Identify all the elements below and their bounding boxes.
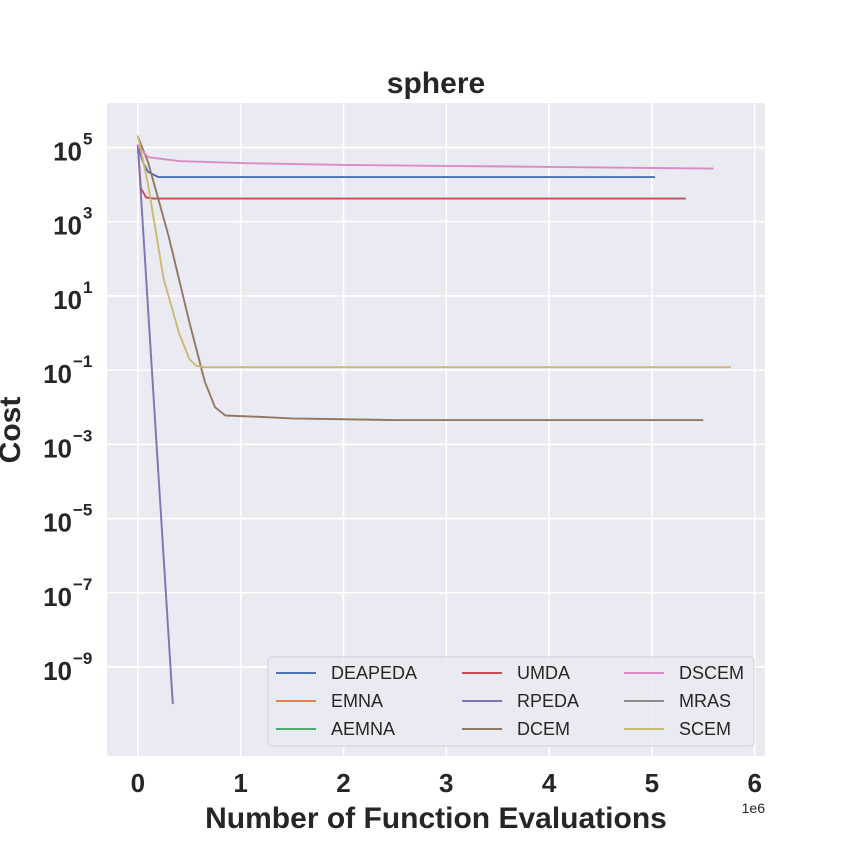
x-tick-label: 0 xyxy=(131,768,145,798)
legend-label: DCEM xyxy=(517,719,570,739)
x-tick-label: 2 xyxy=(336,768,350,798)
legend-label: DEAPEDA xyxy=(331,663,417,683)
legend-item: UMDA xyxy=(462,663,570,683)
y-tick-base: 10 xyxy=(53,211,82,241)
legend-label: UMDA xyxy=(517,663,570,683)
legend-item: DEAPEDA xyxy=(276,663,417,683)
y-tick-base: 10 xyxy=(43,508,72,538)
x-tick-label: 1 xyxy=(233,768,247,798)
series-line-rpeda xyxy=(136,144,174,705)
y-tick-label: 10 −7 xyxy=(43,575,92,612)
legend-item: DSCEM xyxy=(624,663,744,683)
series-line-scem xyxy=(136,135,732,369)
y-tick-label: 10 1 xyxy=(53,278,92,315)
legend-item: EMNA xyxy=(276,691,383,711)
series-line-deapeda xyxy=(136,145,655,179)
y-tick-label: 10 −9 xyxy=(43,649,92,686)
y-tick-exponent: −9 xyxy=(73,649,92,668)
y-tick-base: 10 xyxy=(43,582,72,612)
x-tick-label: 4 xyxy=(542,768,557,798)
x-tick-label: 5 xyxy=(645,768,659,798)
y-tick-label: 10 −3 xyxy=(43,426,92,463)
x-tick-label: 3 xyxy=(439,768,453,798)
legend-label: AEMNA xyxy=(331,719,395,739)
y-tick-exponent: 1 xyxy=(83,278,92,297)
legend-item: DCEM xyxy=(462,719,570,739)
series-line-dcem xyxy=(136,136,704,422)
plot-background xyxy=(107,103,765,756)
legend: DEAPEDA EMNA AEMNA UMDA RPEDA DCEM DSCEM MRAS SC… xyxy=(267,656,755,747)
y-tick-base: 10 xyxy=(43,433,72,463)
legend-label: EMNA xyxy=(331,691,383,711)
y-tick-base: 10 xyxy=(43,656,72,686)
legend-item: MRAS xyxy=(624,691,731,711)
legend-label: SCEM xyxy=(679,719,731,739)
legend-label: MRAS xyxy=(679,691,731,711)
chart-title: sphere xyxy=(387,67,485,100)
y-tick-label: 10 3 xyxy=(53,204,92,241)
y-tick-exponent: −7 xyxy=(73,575,92,594)
x-tick-labels: 0 1 2 3 4 5 6 xyxy=(131,768,762,798)
y-axis-label: Cost xyxy=(0,397,27,464)
legend-item: AEMNA xyxy=(276,719,395,739)
y-tick-base: 10 xyxy=(43,359,72,389)
y-tick-exponent: 5 xyxy=(83,130,92,149)
y-tick-exponent: 3 xyxy=(83,204,92,223)
y-tick-exponent: −3 xyxy=(73,426,92,445)
y-tick-exponent: −1 xyxy=(73,352,92,371)
y-tick-label: 10 −5 xyxy=(43,501,92,538)
series-lines xyxy=(136,135,732,705)
x-scale-offset: 1e6 xyxy=(742,800,766,816)
y-tick-exponent: −5 xyxy=(73,501,92,520)
y-tick-base: 10 xyxy=(53,137,82,167)
legend-box xyxy=(267,656,755,747)
legend-item: RPEDA xyxy=(462,691,579,711)
y-tick-label: 10 −1 xyxy=(43,352,92,389)
legend-label: DSCEM xyxy=(679,663,744,683)
legend-item: SCEM xyxy=(624,719,731,739)
legend-label: RPEDA xyxy=(517,691,579,711)
y-tick-base: 10 xyxy=(53,285,82,315)
x-axis-label: Number of Function Evaluations xyxy=(205,802,667,835)
x-tick-label: 6 xyxy=(747,768,761,798)
series-line-dscem xyxy=(137,145,714,170)
y-tick-label: 10 5 xyxy=(53,130,92,167)
